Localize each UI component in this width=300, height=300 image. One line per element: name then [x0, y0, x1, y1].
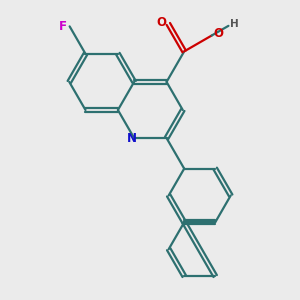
Text: O: O: [156, 16, 166, 29]
Text: H: H: [230, 19, 239, 29]
Text: N: N: [127, 132, 137, 145]
Text: O: O: [214, 27, 224, 40]
Text: F: F: [59, 20, 67, 33]
